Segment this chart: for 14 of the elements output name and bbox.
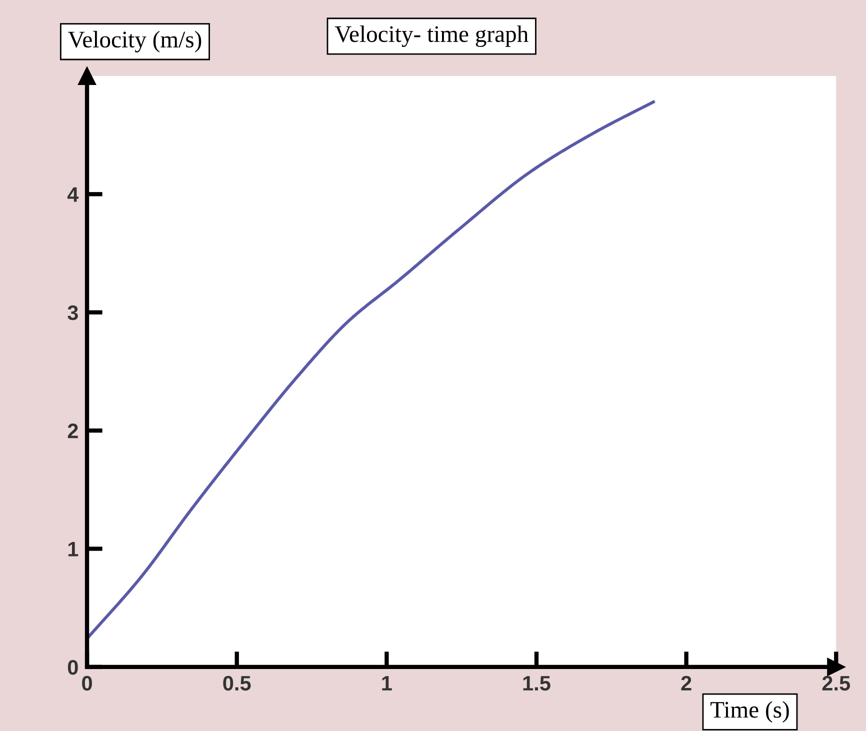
y-tick-label: 1 xyxy=(68,542,78,556)
y-tick-label: 2 xyxy=(68,424,78,438)
x-tick-label: 0 xyxy=(82,676,92,691)
x-tick-label: 0.5 xyxy=(223,676,251,691)
chart-title: Velocity- time graph xyxy=(334,25,528,47)
y-axis-title: Velocity (m/s) xyxy=(68,30,202,52)
x-tick-label: 1 xyxy=(382,676,392,690)
x-axis-title: Time (s) xyxy=(710,701,789,723)
y-tick-label: 0 xyxy=(68,660,78,675)
x-tick-label: 1.5 xyxy=(523,676,550,691)
y-tick-label: 3 xyxy=(68,305,78,320)
x-tick-label: 2.5 xyxy=(822,676,850,691)
x-tick-label: 2 xyxy=(681,676,692,690)
y-tick-label: 4 xyxy=(67,187,79,202)
